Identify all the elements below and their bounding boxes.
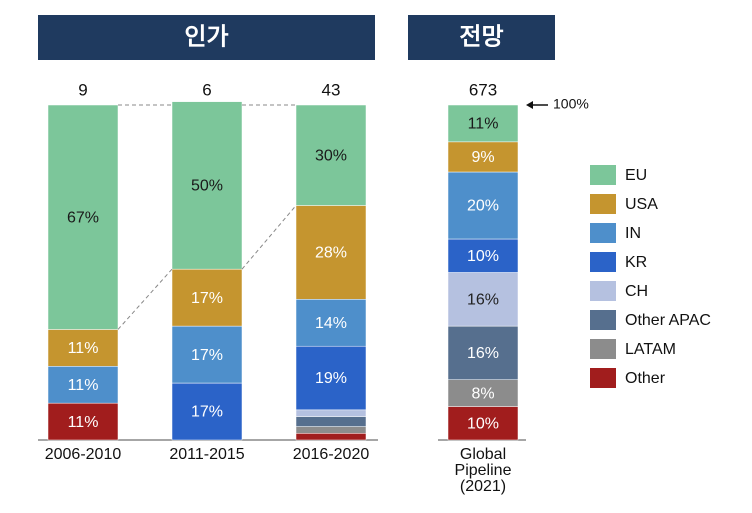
legend-swatch	[590, 310, 616, 330]
data-label: 19%	[315, 370, 347, 387]
bar-segment	[47, 402, 119, 441]
legend-swatch	[590, 223, 616, 243]
data-label: 11%	[68, 340, 99, 357]
bar-segment	[447, 171, 519, 240]
data-label: 17%	[191, 347, 223, 364]
total-label: 6	[202, 80, 211, 99]
data-label: 11%	[468, 116, 499, 133]
x-tick-label: 2006-2010	[45, 446, 122, 463]
bar-segment	[447, 238, 519, 273]
bar-segment	[295, 409, 367, 417]
bar-segment	[447, 104, 519, 143]
data-label: 17%	[191, 290, 223, 307]
data-label: 17%	[191, 404, 223, 421]
annotation: 100%	[553, 96, 589, 112]
data-label: 10%	[467, 415, 499, 432]
group-title: 인가	[184, 23, 228, 50]
data-label: 11%	[68, 377, 99, 394]
total-label: 673	[469, 80, 497, 99]
data-label: 11%	[68, 414, 99, 431]
group-header	[38, 15, 375, 60]
legend-label: LATAM	[625, 341, 676, 358]
data-label: 9%	[471, 149, 494, 166]
data-label: 16%	[467, 345, 499, 362]
bar-segment	[295, 205, 367, 300]
legend-label: Other	[625, 370, 666, 387]
bar-segment	[447, 406, 519, 441]
data-label: 20%	[467, 198, 499, 215]
bar-segment	[47, 104, 119, 330]
bar-segment	[295, 299, 367, 347]
bar-segment	[171, 382, 243, 441]
group-header	[408, 15, 555, 60]
legend-swatch	[590, 281, 616, 301]
bar-segment	[47, 366, 119, 404]
data-label: 67%	[67, 209, 99, 226]
bar-segment	[295, 433, 367, 441]
bar-segment	[447, 325, 519, 380]
data-label: 30%	[315, 147, 347, 164]
data-label: 28%	[315, 245, 347, 262]
data-label: 10%	[467, 248, 499, 265]
legend-label: KR	[625, 254, 647, 271]
bar-segment	[295, 416, 367, 427]
bar-segment	[47, 329, 119, 367]
connector	[117, 268, 173, 330]
legend-label: EU	[625, 167, 647, 184]
x-tick-label: 2011-2015	[169, 446, 244, 463]
data-label: 8%	[471, 385, 494, 402]
bar-segment	[295, 426, 367, 434]
legend-label: IN	[625, 225, 641, 242]
x-tick-label: Global Pipeline (2021)	[455, 446, 512, 495]
legend-swatch	[590, 165, 616, 185]
legend-swatch	[590, 194, 616, 214]
bar-segment	[295, 345, 367, 411]
legend-label: Other APAC	[625, 312, 711, 329]
data-label: 14%	[315, 315, 347, 332]
bar-segment	[447, 141, 519, 173]
bar-segment	[171, 101, 243, 270]
legend-swatch	[590, 339, 616, 359]
legend-swatch	[590, 252, 616, 272]
annotation-arrowhead	[526, 101, 533, 109]
connector	[241, 205, 297, 270]
group-title: 전망	[459, 23, 503, 50]
bar-segment	[295, 104, 367, 206]
legend-label: CH	[625, 283, 648, 300]
x-tick-label: 2016-2020	[293, 446, 370, 463]
bar-segment	[171, 325, 243, 384]
legend-label: USA	[625, 196, 658, 213]
data-label: 16%	[467, 292, 499, 309]
legend-swatch	[590, 368, 616, 388]
data-label: 50%	[191, 178, 223, 195]
total-label: 43	[322, 80, 341, 99]
total-label: 9	[78, 80, 87, 99]
